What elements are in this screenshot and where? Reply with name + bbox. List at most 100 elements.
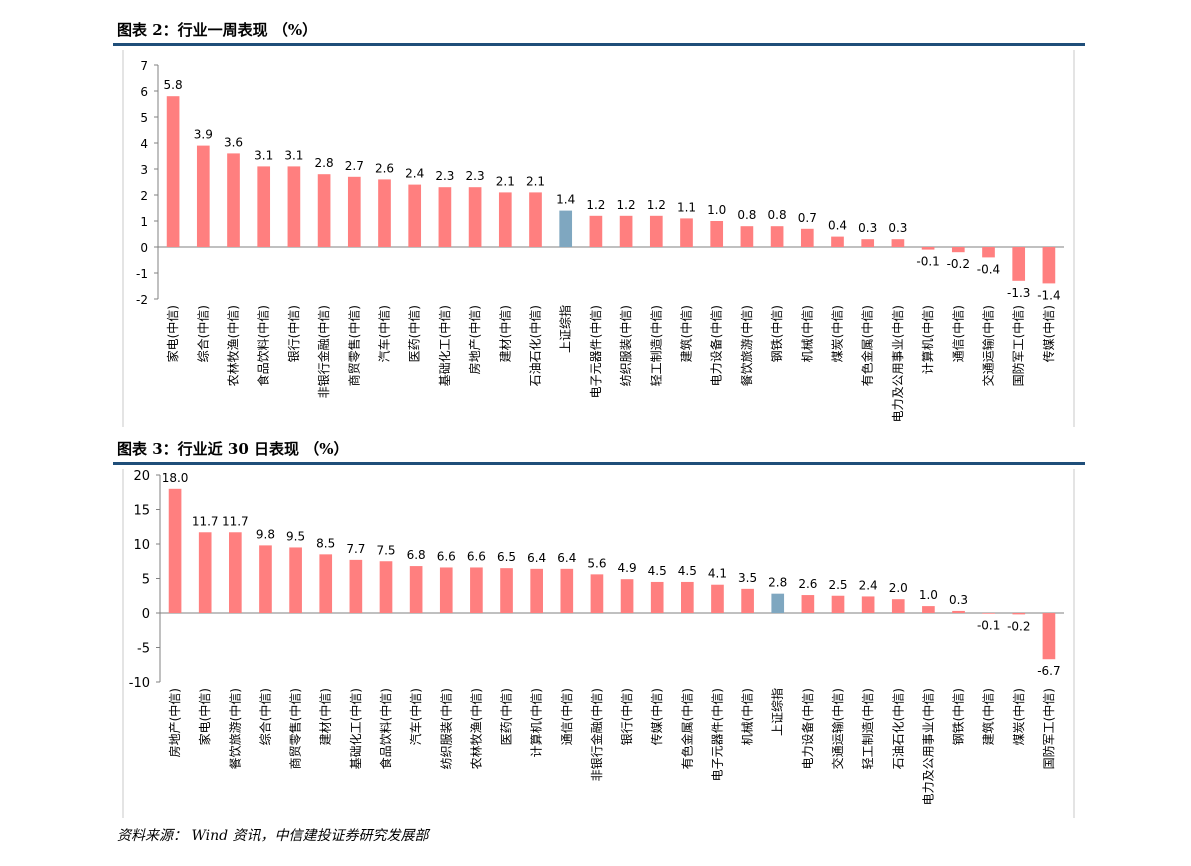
- bar: [379, 561, 393, 613]
- category-label: 银行(中信): [286, 305, 301, 362]
- data-label: 11.7: [222, 514, 249, 528]
- data-label: 2.6: [798, 577, 817, 591]
- data-label: 1.2: [586, 198, 605, 212]
- data-label: 2.8: [315, 156, 334, 170]
- data-label: 6.6: [437, 549, 456, 563]
- bar: [259, 545, 272, 613]
- bar: [289, 547, 302, 613]
- bar: [438, 187, 452, 247]
- data-label: 2.4: [859, 578, 878, 592]
- data-label: 5.6: [587, 556, 606, 570]
- bar: [951, 247, 965, 253]
- category-label: 家电(中信): [197, 688, 212, 745]
- data-label: 11.7: [192, 514, 219, 528]
- bar: [227, 153, 240, 247]
- category-label: 商贸零售(中信): [346, 305, 361, 386]
- category-label: 钢铁(中信): [769, 305, 784, 362]
- category-label: 电力及公用事业(中信): [890, 305, 905, 422]
- y-tick-label: -5: [137, 642, 150, 657]
- category-label: 石油石化(中信): [890, 688, 905, 769]
- category-label: 交通运输(中信): [830, 688, 845, 769]
- bar: [1012, 613, 1026, 615]
- data-label: 3.1: [254, 148, 273, 162]
- category-label: 有色金属(中信): [679, 688, 694, 769]
- data-label: -0.2: [1007, 619, 1030, 633]
- category-label: 食品饮料(中信): [378, 688, 393, 769]
- y-tick-label: 3: [140, 163, 148, 177]
- figure-2-title: 图表 3：行业近 30 日表现 （%）: [117, 440, 349, 458]
- category-label: 通信(中信): [950, 305, 965, 362]
- bar: [800, 228, 814, 247]
- category-label: 综合(中信): [195, 305, 210, 362]
- y-tick-label: 7: [140, 59, 148, 73]
- category-label: 餐饮旅游(中信): [739, 305, 754, 386]
- y-tick-label: 0: [140, 241, 148, 255]
- data-label: 4.5: [678, 564, 697, 578]
- bar: [982, 247, 995, 258]
- bar: [982, 613, 995, 614]
- bar: [257, 166, 271, 247]
- category-label: 上证综指: [770, 688, 785, 736]
- data-label: 1.2: [617, 198, 636, 212]
- data-label: 1.4: [556, 193, 575, 207]
- bar: [801, 595, 815, 613]
- bar: [287, 166, 301, 247]
- data-label: 2.8: [768, 576, 787, 590]
- data-label: 0.4: [828, 219, 847, 233]
- data-label: 0.7: [798, 211, 817, 225]
- y-tick-label: 2: [140, 189, 148, 203]
- category-label: 轻工制造(中信): [648, 305, 663, 386]
- data-label: -0.1: [977, 619, 1000, 633]
- bar: [589, 215, 603, 247]
- category-label: 医药(中信): [499, 688, 514, 745]
- bar: [378, 179, 391, 247]
- data-label: 7.5: [376, 543, 395, 557]
- data-label: 6.4: [527, 551, 546, 565]
- figure-2-rule: [113, 462, 1085, 465]
- data-label: 2.3: [466, 169, 485, 183]
- category-label: 国防军工(中信): [1041, 688, 1056, 769]
- y-tick-label: -2: [136, 293, 148, 307]
- data-label: 9.5: [286, 529, 305, 543]
- y-tick-label: 15: [133, 504, 150, 519]
- bar: [198, 532, 212, 613]
- bar: [771, 593, 785, 613]
- bar: [680, 218, 693, 247]
- category-label: 电子元器件(中信): [709, 688, 724, 781]
- bar: [166, 96, 180, 247]
- bar: [620, 579, 634, 613]
- data-label: 6.5: [497, 550, 516, 564]
- y-tick-label: 5: [140, 111, 148, 125]
- bar: [619, 215, 633, 247]
- data-label: 6.8: [407, 548, 426, 562]
- category-label: 家电(中信): [165, 305, 180, 362]
- data-label: 1.0: [707, 203, 726, 217]
- category-label: 餐饮旅游(中信): [227, 688, 242, 769]
- y-tick-label: 10: [133, 538, 150, 553]
- bar: [349, 559, 363, 613]
- data-label: 4.1: [708, 567, 727, 581]
- data-label: 1.2: [647, 198, 666, 212]
- bar: [710, 221, 724, 247]
- data-label: 1.0: [919, 588, 938, 602]
- data-label: 3.1: [284, 148, 303, 162]
- category-label: 建材(中信): [497, 305, 512, 362]
- category-label: 计算机(中信): [529, 688, 544, 757]
- category-label: 非银行金融(中信): [316, 305, 331, 398]
- data-label: 1.1: [677, 200, 696, 214]
- bar: [861, 239, 875, 247]
- data-label: 2.7: [345, 159, 364, 173]
- bar: [741, 588, 754, 613]
- bar: [891, 599, 905, 613]
- category-label: 机械(中信): [740, 688, 755, 745]
- data-label: 6.4: [557, 551, 576, 565]
- data-label: -1.4: [1037, 288, 1060, 302]
- bar: [891, 239, 905, 247]
- bar: [439, 567, 453, 613]
- bar: [1042, 247, 1056, 284]
- category-label: 电子元器件(中信): [588, 305, 603, 398]
- y-tick-label: -1: [136, 267, 148, 281]
- data-label: 2.1: [496, 174, 515, 188]
- bar: [831, 236, 844, 247]
